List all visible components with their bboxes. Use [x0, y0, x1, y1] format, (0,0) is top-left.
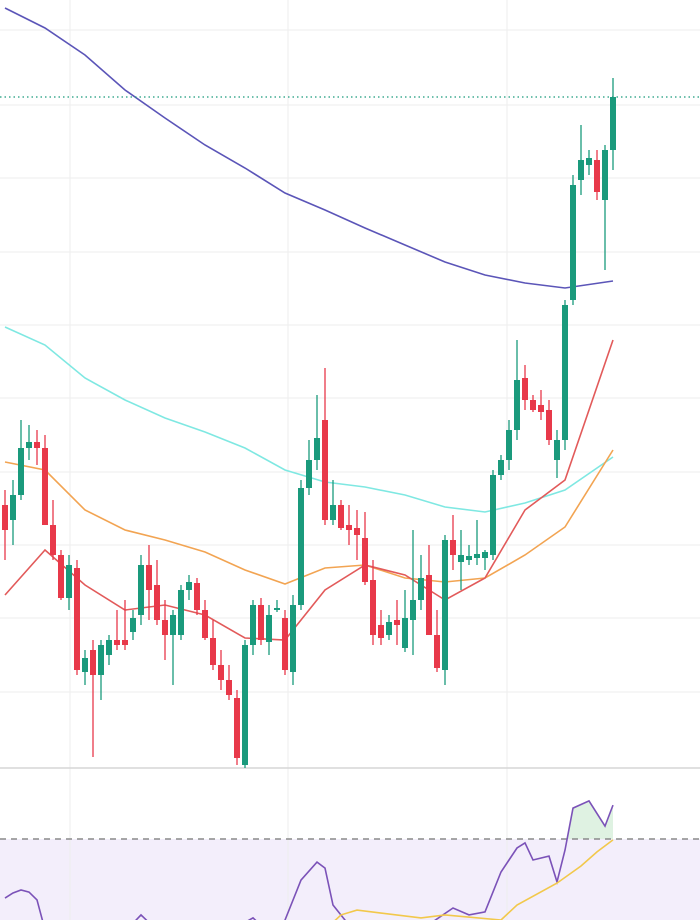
candle-body [514, 380, 520, 430]
candle-body [66, 565, 72, 598]
candle-body [186, 582, 192, 590]
candle-body [58, 555, 64, 598]
candle-body [546, 410, 552, 440]
moving-average [4, 326, 614, 513]
candle-body [442, 540, 448, 670]
candle-body [298, 488, 304, 605]
candle-body [34, 442, 40, 448]
candle-body [434, 635, 440, 668]
candle-body [554, 440, 560, 460]
candle-body [226, 680, 232, 695]
price-pane [0, 7, 700, 768]
candle-body [346, 525, 352, 530]
candle-body [466, 556, 472, 560]
candle-body [290, 605, 296, 672]
moving-average [4, 7, 614, 289]
candle-body [74, 568, 80, 670]
indicator-pane [0, 799, 700, 920]
candle-body [370, 580, 376, 635]
candle-body [322, 420, 328, 520]
candle-body [458, 555, 464, 562]
candle-body [394, 620, 400, 625]
candle-body [490, 475, 496, 555]
candle-body [474, 554, 480, 558]
candle-body [210, 638, 216, 665]
candle-body [354, 528, 360, 535]
candle-body [426, 575, 432, 635]
candle-body [282, 618, 288, 670]
candle-body [170, 615, 176, 635]
candle-body [114, 640, 120, 645]
candle-body [130, 618, 136, 632]
candle-body [306, 460, 312, 488]
candle-body [570, 185, 576, 300]
candle-body [602, 150, 608, 200]
candle-body [90, 650, 96, 675]
candle-body [258, 605, 264, 640]
candle-body [538, 405, 544, 412]
candle-body [338, 505, 344, 528]
candle-body [578, 160, 584, 180]
candle-body [250, 605, 256, 645]
candle-body [530, 400, 536, 410]
candle-body [82, 658, 88, 672]
indicator-band [0, 839, 700, 920]
moving-average [4, 339, 614, 641]
candle-body [418, 578, 424, 600]
candle-body [482, 552, 488, 558]
candle-body [562, 305, 568, 440]
candle-body [178, 590, 184, 635]
candle-body [138, 565, 144, 615]
candle-body [122, 640, 128, 645]
candle-body [202, 610, 208, 638]
candle-body [410, 600, 416, 620]
candle-body [42, 448, 48, 525]
candle-body [330, 505, 336, 520]
candle-body [378, 625, 384, 638]
candle-body [106, 640, 112, 655]
candle-body [386, 622, 392, 635]
candle-body [362, 538, 368, 582]
candle-body [234, 698, 240, 758]
candle-body [610, 97, 616, 150]
candle-body [506, 430, 512, 460]
candle-body [50, 525, 56, 555]
candle-body [242, 645, 248, 765]
indicator-line [334, 839, 614, 920]
candle-body [314, 438, 320, 460]
candle-body [2, 505, 8, 530]
candle-body [586, 158, 592, 165]
candle-body [194, 583, 200, 610]
candle-body [450, 540, 456, 555]
candle-body [498, 460, 504, 475]
candle-body [162, 620, 168, 635]
candle-body [154, 585, 160, 620]
candle-body [218, 665, 224, 680]
candle-body [26, 442, 32, 448]
candle-body [10, 495, 16, 520]
candle-body [402, 618, 408, 648]
moving-average [4, 449, 614, 585]
candle-body [146, 565, 152, 590]
candle-body [522, 378, 528, 400]
candle-body [274, 608, 280, 610]
candle-body [594, 160, 600, 192]
candle-body [98, 645, 104, 675]
candle-body [18, 448, 24, 495]
candle-body [266, 615, 272, 642]
